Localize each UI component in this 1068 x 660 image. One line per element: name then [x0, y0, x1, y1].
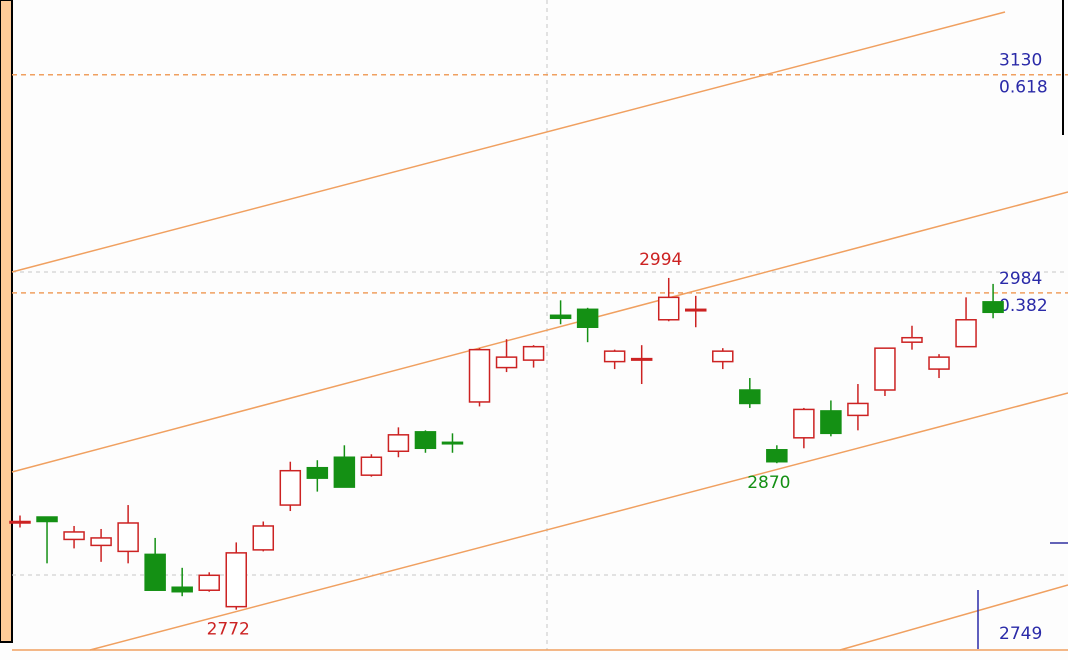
side-panel: [0, 0, 13, 643]
candle-body: [279, 469, 302, 506]
level-value: 3130: [999, 51, 1042, 71]
candle-body: [198, 574, 220, 591]
candle-body: [63, 531, 85, 541]
candle-body: [955, 319, 977, 348]
channel-line: [89, 392, 1068, 651]
candle-body: [252, 525, 275, 551]
candle-body: [441, 441, 464, 445]
candle-body: [630, 357, 653, 361]
candle-body: [603, 350, 626, 363]
level-ratio: 0.618: [999, 78, 1048, 98]
channel: [11, 11, 1068, 651]
candle-body: [171, 586, 193, 593]
candle-body: [847, 402, 869, 417]
candle-body: [333, 456, 356, 488]
candle-body: [766, 449, 788, 463]
candle-body: [387, 434, 410, 453]
candle-body: [928, 356, 950, 370]
extreme-label: 2870: [747, 473, 790, 493]
level-value: 2984: [999, 269, 1042, 289]
extreme-label: 2994: [639, 250, 682, 270]
candle-body: [306, 466, 329, 479]
candle-body: [117, 522, 139, 553]
candle-body: [9, 520, 31, 524]
candle-body: [90, 537, 112, 547]
candle-body: [576, 308, 599, 328]
candle-body: [495, 356, 518, 369]
candle-body: [414, 431, 437, 450]
candle-body: [739, 389, 761, 405]
candle-body: [225, 552, 247, 608]
candle-body: [982, 301, 1004, 314]
candle-body: [657, 296, 680, 321]
level-ratio: 0.382: [999, 296, 1048, 316]
cross-hair: [12, 0, 1068, 650]
candle-body: [522, 345, 545, 361]
candle-body: [36, 516, 58, 523]
candle-body: [793, 408, 815, 439]
candle-body: [712, 350, 734, 363]
channel-line: [11, 191, 1068, 473]
candle-body: [549, 314, 572, 320]
extreme-label: 2772: [207, 620, 250, 640]
marker-label: 2749: [999, 624, 1042, 644]
candle-body: [901, 336, 923, 343]
candle-body: [468, 348, 491, 403]
candle-body: [874, 347, 896, 391]
candle-body: [820, 410, 842, 435]
candle-body: [360, 456, 383, 476]
candle-body: [144, 553, 166, 591]
candle-body: [685, 308, 707, 312]
channel-line: [839, 584, 1068, 651]
channel-line: [11, 11, 1006, 273]
